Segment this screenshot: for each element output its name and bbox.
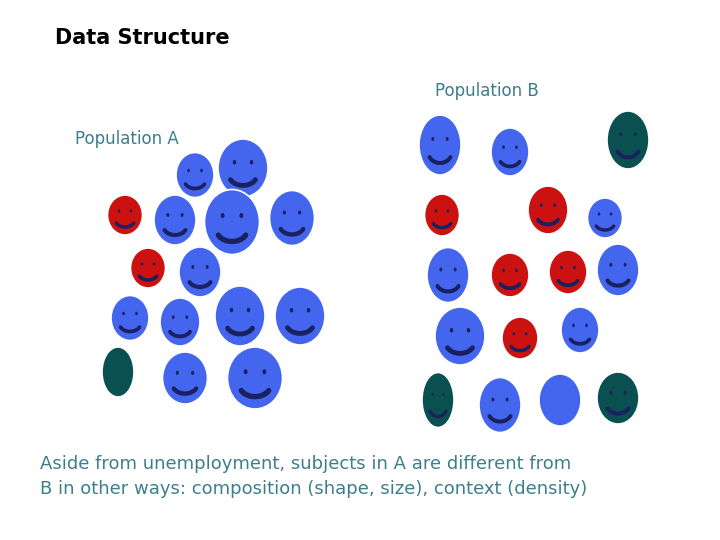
Ellipse shape — [176, 152, 214, 198]
Ellipse shape — [230, 308, 233, 312]
Ellipse shape — [262, 369, 266, 374]
Ellipse shape — [439, 268, 442, 272]
Ellipse shape — [442, 393, 444, 396]
Text: Data Structure: Data Structure — [55, 28, 230, 48]
Ellipse shape — [102, 347, 134, 397]
Ellipse shape — [160, 298, 200, 346]
Text: B in other ways: composition (shape, size), context (density): B in other ways: composition (shape, siz… — [40, 480, 588, 498]
Ellipse shape — [186, 315, 188, 319]
Ellipse shape — [539, 374, 581, 426]
Ellipse shape — [163, 352, 207, 404]
Ellipse shape — [187, 169, 190, 172]
Text: Population A: Population A — [75, 130, 179, 148]
Ellipse shape — [206, 265, 209, 269]
Ellipse shape — [244, 369, 248, 374]
Ellipse shape — [427, 247, 469, 302]
Ellipse shape — [634, 132, 636, 136]
Ellipse shape — [153, 262, 156, 266]
Ellipse shape — [422, 373, 454, 428]
Ellipse shape — [107, 195, 143, 235]
Ellipse shape — [181, 213, 184, 217]
Ellipse shape — [204, 190, 259, 254]
Ellipse shape — [247, 308, 251, 312]
Ellipse shape — [275, 287, 325, 345]
Ellipse shape — [561, 307, 599, 353]
Ellipse shape — [505, 397, 508, 401]
Ellipse shape — [554, 204, 556, 207]
Ellipse shape — [215, 286, 265, 346]
Ellipse shape — [502, 317, 538, 359]
Ellipse shape — [588, 198, 623, 238]
Ellipse shape — [122, 312, 125, 315]
Ellipse shape — [172, 315, 175, 319]
Ellipse shape — [435, 307, 485, 365]
Ellipse shape — [609, 391, 612, 395]
Ellipse shape — [179, 247, 221, 297]
Ellipse shape — [503, 269, 505, 272]
Ellipse shape — [250, 160, 253, 165]
Ellipse shape — [624, 263, 626, 267]
Ellipse shape — [597, 372, 639, 424]
Ellipse shape — [619, 132, 622, 136]
Ellipse shape — [597, 244, 639, 296]
Text: Aside from unemployment, subjects in A are different from: Aside from unemployment, subjects in A a… — [40, 455, 571, 473]
Ellipse shape — [573, 266, 576, 269]
Ellipse shape — [585, 323, 588, 327]
Ellipse shape — [176, 371, 179, 375]
Ellipse shape — [289, 308, 293, 313]
Ellipse shape — [503, 145, 505, 149]
Ellipse shape — [154, 195, 196, 245]
Ellipse shape — [419, 115, 461, 175]
Ellipse shape — [572, 323, 575, 327]
Ellipse shape — [233, 160, 236, 165]
Ellipse shape — [479, 377, 521, 433]
Ellipse shape — [240, 213, 243, 218]
Ellipse shape — [111, 295, 149, 341]
Ellipse shape — [607, 111, 649, 169]
Ellipse shape — [560, 266, 563, 269]
Ellipse shape — [515, 145, 518, 149]
Ellipse shape — [515, 269, 518, 272]
Ellipse shape — [540, 204, 543, 207]
Ellipse shape — [525, 332, 527, 335]
Ellipse shape — [467, 328, 470, 333]
Ellipse shape — [269, 191, 315, 246]
Ellipse shape — [454, 268, 456, 272]
Ellipse shape — [528, 186, 568, 234]
Ellipse shape — [450, 328, 454, 333]
Ellipse shape — [283, 211, 286, 214]
Ellipse shape — [513, 332, 515, 335]
Ellipse shape — [192, 265, 194, 269]
Ellipse shape — [200, 169, 203, 172]
Ellipse shape — [446, 209, 449, 212]
Ellipse shape — [307, 308, 310, 313]
Ellipse shape — [166, 213, 169, 217]
Ellipse shape — [191, 371, 194, 375]
Ellipse shape — [549, 250, 587, 294]
Ellipse shape — [624, 391, 626, 395]
Ellipse shape — [228, 347, 282, 409]
Ellipse shape — [130, 248, 166, 288]
Ellipse shape — [491, 128, 529, 176]
Ellipse shape — [425, 194, 459, 236]
Ellipse shape — [610, 212, 612, 215]
Ellipse shape — [598, 212, 600, 215]
Text: Population B: Population B — [435, 82, 539, 100]
Ellipse shape — [435, 209, 437, 212]
Ellipse shape — [298, 211, 301, 214]
Ellipse shape — [609, 263, 612, 267]
Ellipse shape — [446, 137, 449, 141]
Ellipse shape — [221, 213, 225, 218]
Ellipse shape — [130, 210, 132, 213]
Ellipse shape — [491, 253, 529, 297]
Ellipse shape — [135, 312, 138, 315]
Ellipse shape — [491, 397, 495, 401]
Ellipse shape — [118, 210, 120, 213]
Ellipse shape — [141, 262, 143, 266]
Ellipse shape — [431, 137, 434, 141]
Ellipse shape — [431, 393, 433, 396]
Ellipse shape — [218, 139, 268, 197]
